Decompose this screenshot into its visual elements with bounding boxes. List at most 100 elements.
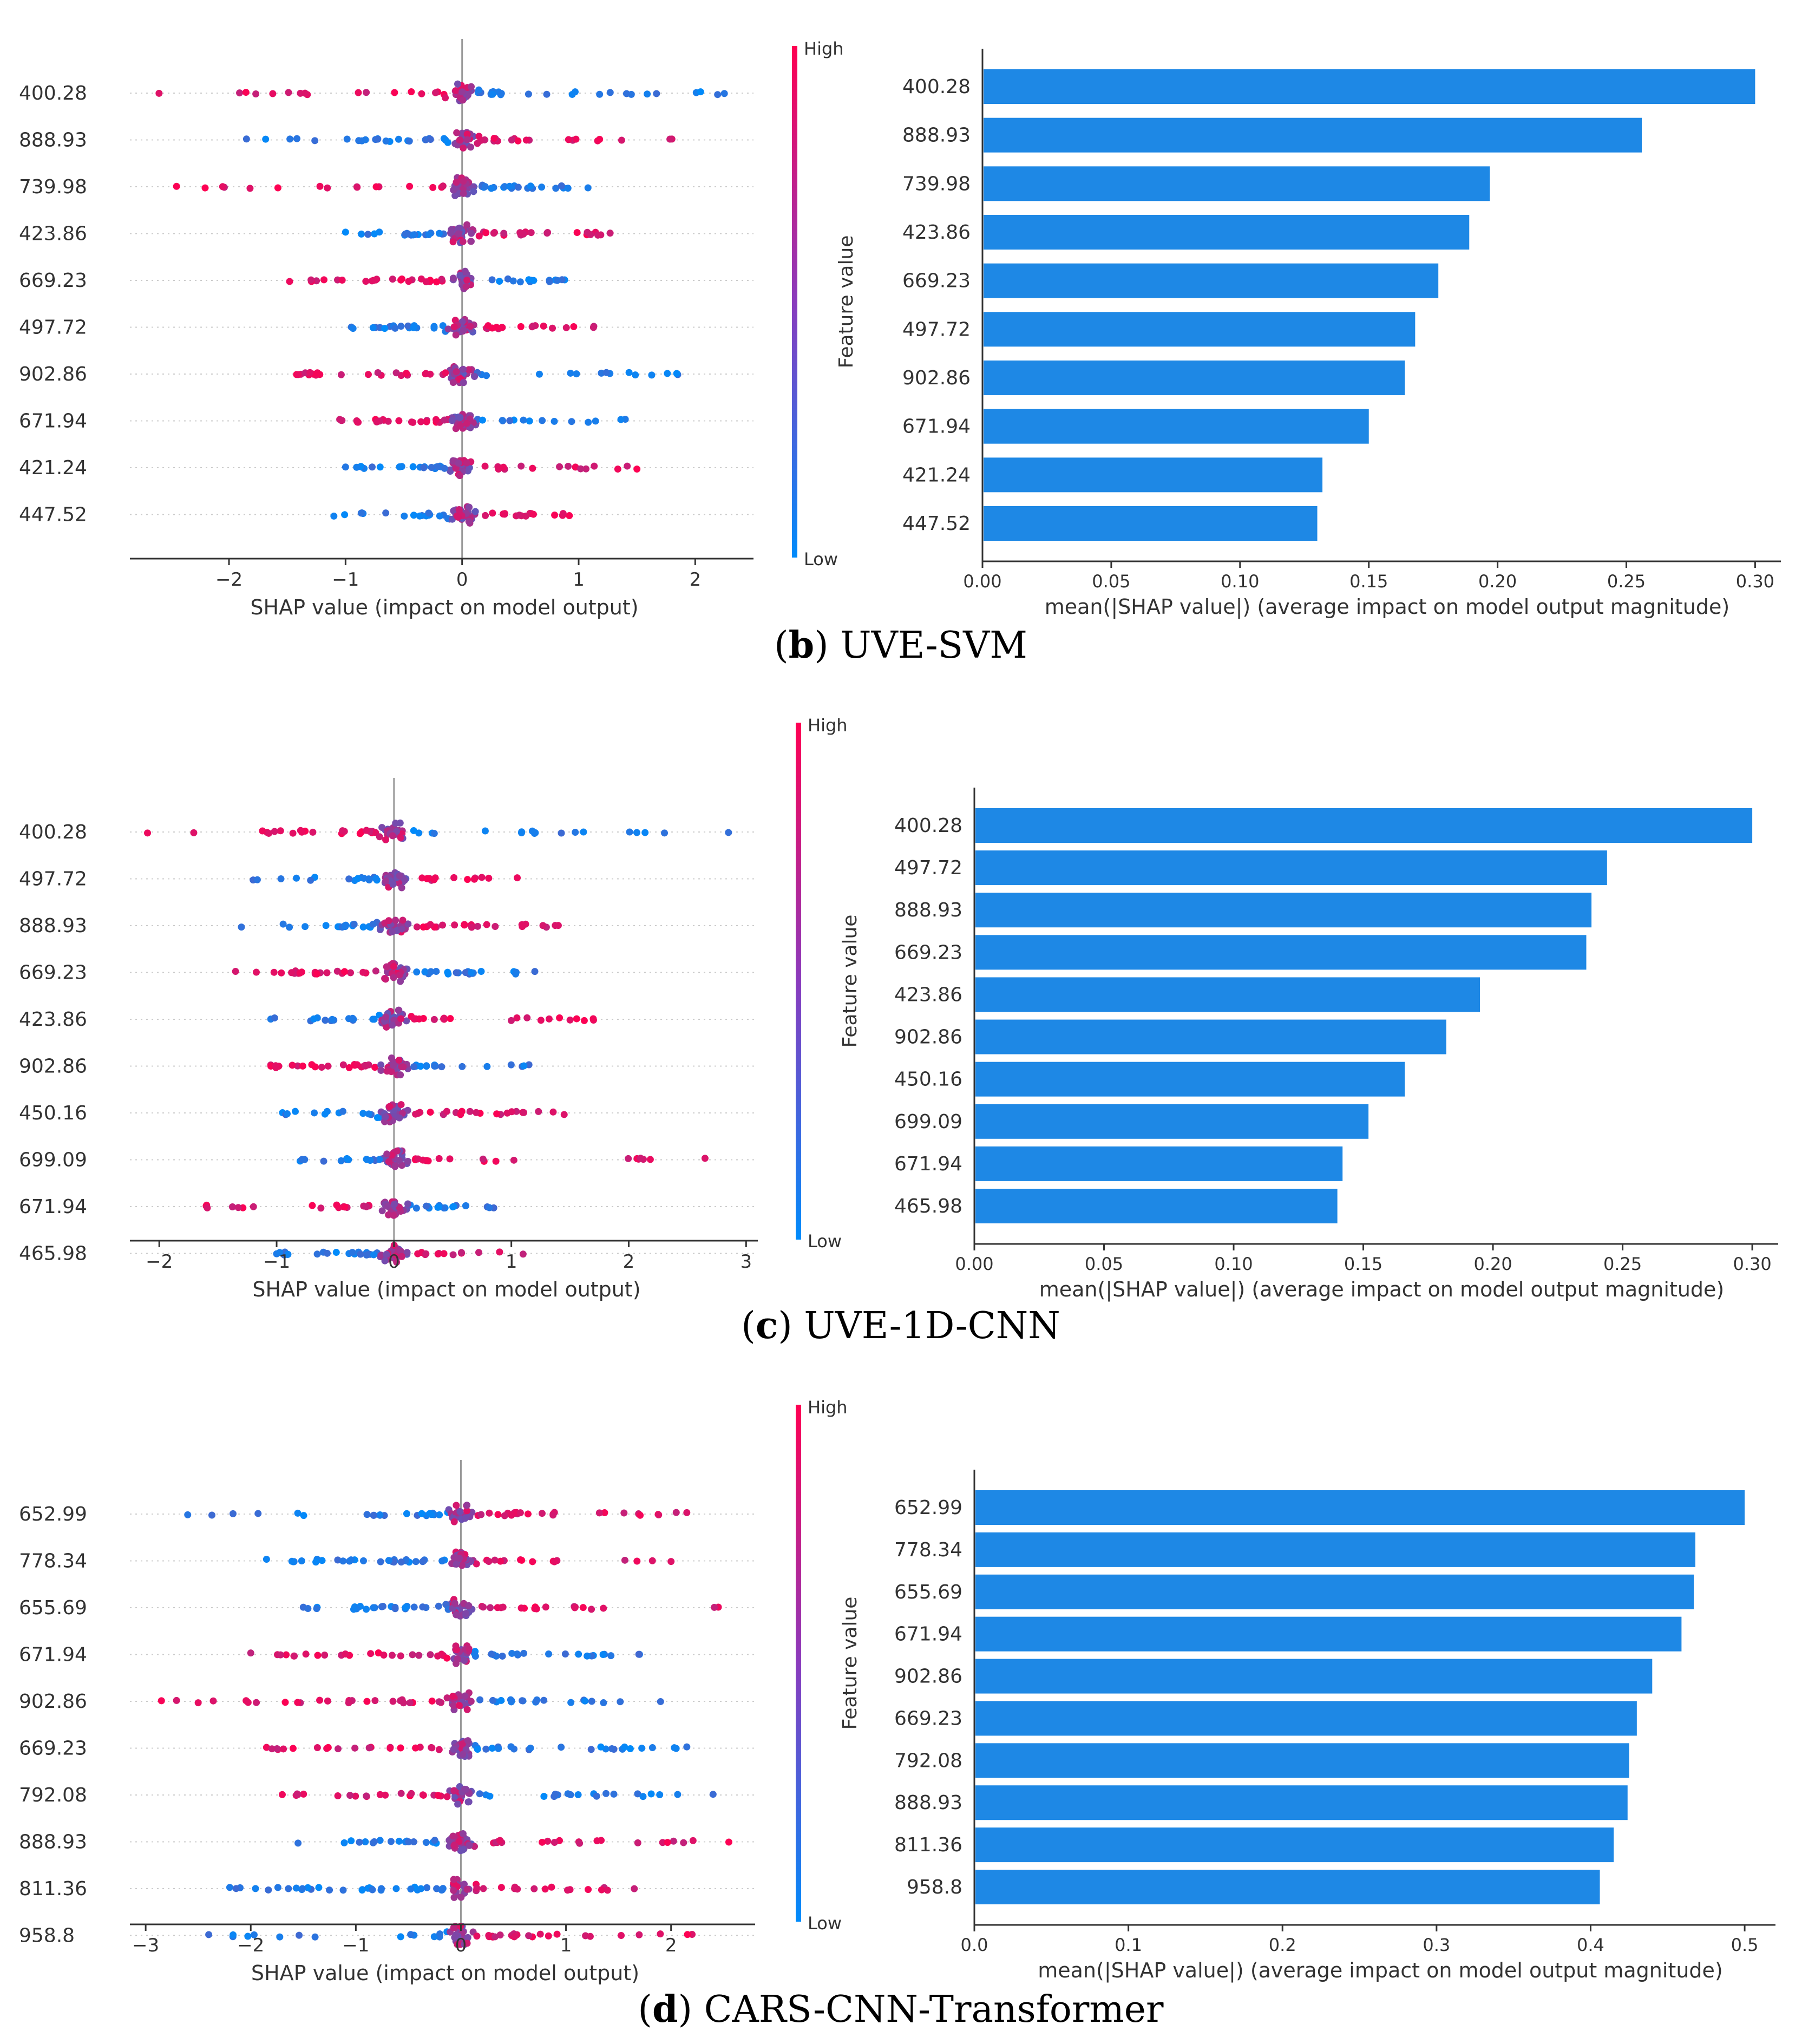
- shap-point: [427, 968, 435, 975]
- shap-point: [496, 1248, 503, 1256]
- shap-point: [545, 1015, 553, 1023]
- bar: [975, 1146, 1343, 1181]
- x-tick-label: 0.3: [1423, 1935, 1450, 1955]
- shap-point: [452, 464, 460, 472]
- shap-point: [405, 278, 412, 285]
- shap-point: [450, 1702, 457, 1709]
- shap-point: [429, 184, 437, 191]
- shap-point: [453, 179, 460, 186]
- shap-point: [390, 974, 397, 981]
- shap-point: [559, 510, 567, 517]
- shap-point: [444, 139, 451, 146]
- shap-point: [372, 875, 379, 882]
- feature-label: 902.86: [19, 1691, 87, 1713]
- shap-point: [413, 923, 421, 931]
- shap-point: [525, 90, 532, 98]
- x-tick-label: 0.10: [1214, 1254, 1253, 1274]
- shap-point: [351, 1744, 359, 1752]
- shap-point: [363, 1203, 370, 1210]
- feature-label: 421.24: [19, 457, 87, 479]
- shap-point: [399, 1063, 407, 1071]
- shap-point: [697, 88, 704, 96]
- shap-point: [596, 90, 604, 98]
- shap-point: [506, 182, 513, 190]
- shap-point: [530, 1885, 538, 1892]
- shap-point: [481, 183, 489, 191]
- mean-shap-bar-chart: 652.99 778.34 655.69 671.94 902.86 669.23 792.…: [894, 1470, 1775, 1983]
- shap-point: [639, 1793, 647, 1800]
- shap-point: [471, 508, 479, 515]
- shap-point: [647, 1790, 655, 1798]
- shap-point: [443, 1654, 451, 1662]
- shap-point: [453, 1561, 460, 1568]
- mean-shap-bar-chart: 400.28 497.72 888.93 669.23 423.86 902.86 450.…: [894, 788, 1778, 1302]
- shap-point: [633, 829, 640, 836]
- shap-point: [466, 503, 473, 511]
- bar: [975, 1574, 1694, 1609]
- shap-point: [205, 1931, 213, 1938]
- shap-point: [468, 969, 475, 977]
- shap-point: [397, 1015, 405, 1023]
- shap-point: [430, 876, 438, 883]
- shap-point: [672, 1745, 680, 1752]
- shap-point: [467, 83, 475, 90]
- shap-point: [379, 1603, 386, 1610]
- colorbar-high-label: High: [804, 38, 844, 59]
- shap-point: [431, 1837, 438, 1844]
- shap-point: [408, 88, 415, 96]
- shap-point: [573, 370, 580, 378]
- shap-point: [674, 1791, 682, 1798]
- shap-point: [508, 136, 515, 144]
- shap-point: [365, 1110, 372, 1118]
- shap-point: [462, 283, 470, 290]
- x-tick-label: −1: [342, 1935, 369, 1956]
- shap-point: [475, 232, 483, 240]
- shap-point: [483, 372, 490, 379]
- shap-point: [621, 1556, 628, 1564]
- shap-point: [455, 230, 462, 238]
- shap-point: [236, 89, 244, 97]
- shap-point: [355, 418, 362, 426]
- shap-point: [551, 417, 558, 425]
- shap-point: [302, 1650, 310, 1658]
- shap-point: [450, 1554, 458, 1561]
- shap-point: [364, 231, 372, 238]
- x-tick-label: −2: [237, 1935, 264, 1956]
- shap-point: [365, 1744, 373, 1752]
- shap-point: [454, 225, 462, 233]
- shap-point: [307, 876, 314, 884]
- shap-point: [294, 1839, 302, 1847]
- shap-point: [278, 969, 285, 977]
- shap-point: [302, 923, 309, 931]
- caption-letter: c: [756, 1304, 778, 1347]
- shap-point: [646, 1156, 654, 1163]
- shap-point: [454, 1800, 462, 1808]
- shap-point: [339, 1557, 347, 1565]
- shap-point: [425, 231, 433, 238]
- shap-point: [321, 1651, 329, 1659]
- shap-point: [396, 463, 403, 471]
- shap-point: [467, 238, 475, 245]
- shap-point: [438, 1557, 446, 1565]
- shap-point: [380, 1652, 388, 1659]
- shap-point: [477, 1511, 485, 1518]
- shap-point: [307, 276, 315, 284]
- shap-point: [457, 1249, 465, 1256]
- shap-point: [466, 1842, 473, 1849]
- shap-point: [304, 1884, 312, 1891]
- shap-point: [313, 1250, 321, 1258]
- shap-point: [545, 1932, 552, 1940]
- shap-point: [568, 90, 576, 98]
- shap-point: [457, 1111, 464, 1118]
- bar: [984, 166, 1490, 201]
- shap-point: [385, 1158, 392, 1165]
- shap-point: [463, 1706, 471, 1713]
- shap-point: [565, 462, 572, 470]
- shap-point: [491, 1933, 499, 1941]
- shap-point: [566, 1016, 574, 1024]
- shap-point: [479, 1155, 487, 1163]
- shap-point: [322, 922, 330, 929]
- shap-point: [385, 917, 392, 925]
- shap-point: [464, 91, 471, 99]
- shap-point: [520, 1649, 528, 1657]
